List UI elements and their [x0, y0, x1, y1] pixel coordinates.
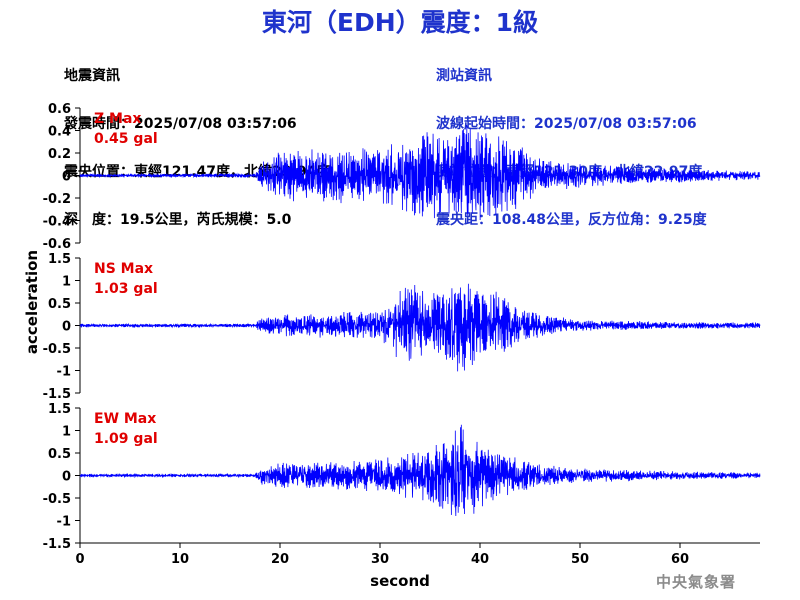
station-info-heading: 測站資訊: [436, 68, 492, 84]
x-tick-label: 40: [471, 552, 489, 567]
wave-start-time: 波線起始時間：2025/07/08 03:57:06: [436, 116, 697, 132]
x-tick-label: 50: [571, 552, 589, 567]
station-info: 測站資訊 波線起始時間：2025/07/08 03:57:06 測站位置：東經1…: [436, 36, 707, 244]
y-tick-label: 0.5: [48, 297, 71, 312]
y-axis-label: acceleration: [23, 250, 41, 354]
event-info-heading: 地震資訊: [64, 68, 120, 84]
y-tick-label: 1: [62, 275, 71, 290]
panel-max-title: Z Max: [94, 111, 141, 127]
y-tick-label: 0: [62, 320, 71, 335]
y-tick-label: 1.5: [48, 252, 71, 267]
y-tick-label: -1: [57, 365, 71, 380]
waveform-trace: [79, 424, 761, 516]
y-tick-label: 1.5: [48, 402, 71, 417]
x-tick-label: 0: [75, 552, 84, 567]
y-tick-label: 0.2: [48, 147, 71, 162]
y-tick-label: -0.5: [43, 492, 71, 507]
x-tick-label: 60: [671, 552, 689, 567]
x-tick-label: 30: [371, 552, 389, 567]
y-tick-label: -0.6: [43, 237, 71, 252]
panel-2: -1.5 -1 -0.5 0 0.5 1 1.5 EW Max 1.09 gal: [43, 402, 761, 552]
y-tick-label: -0.2: [43, 192, 71, 207]
y-tick-label: -0.4: [43, 215, 71, 230]
panel-max-title: EW Max: [94, 411, 156, 427]
y-tick-label: -0.5: [43, 342, 71, 357]
x-axis-label: second: [370, 572, 430, 590]
page-title: 東河（EDH）震度：1級: [261, 8, 539, 37]
x-tick-label: 20: [271, 552, 289, 567]
panel-max-value: 1.09 gal: [94, 431, 158, 447]
waveform-trace: [79, 124, 761, 221]
origin-time: 發震時間：2025/07/08 03:57:06: [64, 116, 297, 132]
waveform-trace: [79, 283, 761, 372]
y-tick-label: 0.5: [48, 447, 71, 462]
y-tick-label: 1: [62, 425, 71, 440]
agency-watermark: 中央氣象署: [656, 573, 737, 591]
y-tick-label: -1: [57, 515, 71, 530]
depth-magnitude: 深 度：19.5公里，芮氏規模：5.0: [64, 212, 292, 228]
panel-max-title: NS Max: [94, 261, 153, 277]
panel-1: -1.5 -1 -0.5 0 0.5 1 1.5 NS Max 1.03 gal: [43, 252, 761, 402]
panel-max-value: 1.03 gal: [94, 281, 158, 297]
x-axis: 0 10 20 30 40 50 60: [75, 542, 760, 567]
y-tick-label: 0.6: [48, 102, 71, 117]
y-tick-label: 0.4: [48, 125, 71, 140]
y-tick-label: 0: [62, 170, 71, 185]
x-tick-label: 10: [171, 552, 189, 567]
panel-0: -0.6 -0.4 -0.2 0 0.2 0.4 0.6 Z Max 0.45 gal: [43, 102, 761, 252]
y-tick-label: 0: [62, 470, 71, 485]
y-tick-label: -1.5: [43, 537, 71, 552]
y-tick-label: -1.5: [43, 387, 71, 402]
distance-azimuth: 震央距：108.48公里，反方位角：9.25度: [436, 212, 707, 228]
panel-max-value: 0.45 gal: [94, 131, 158, 147]
